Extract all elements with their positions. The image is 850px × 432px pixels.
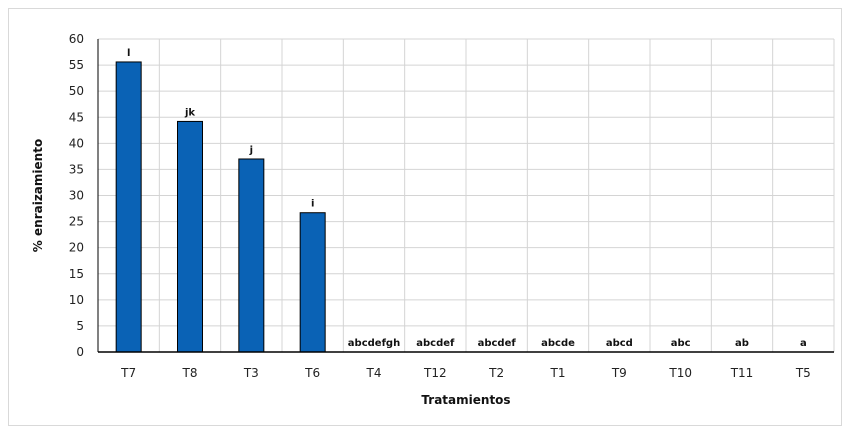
- x-tick-label: T9: [611, 366, 627, 380]
- gridlines: [97, 38, 835, 353]
- significance-label: j: [249, 145, 253, 156]
- significance-label: abcdef: [478, 338, 517, 349]
- significance-label: a: [800, 338, 807, 349]
- y-tick-label: 45: [69, 110, 84, 124]
- chart-frame: [8, 8, 842, 426]
- y-tick-label: 10: [69, 293, 84, 307]
- significance-label: abcd: [606, 338, 633, 349]
- y-tick-label: 50: [69, 84, 84, 98]
- significance-label: ab: [735, 338, 749, 349]
- x-tick-label: T4: [366, 366, 382, 380]
- y-tick-label: 30: [69, 189, 84, 203]
- significance-label: abcde: [541, 338, 575, 349]
- x-tick-label: T12: [423, 366, 447, 380]
- bar: [177, 120, 203, 353]
- x-tick-label: T10: [668, 366, 692, 380]
- x-tick-label: T8: [182, 366, 198, 380]
- x-tick-label: T1: [550, 366, 566, 380]
- y-tick-label: 40: [69, 136, 84, 150]
- x-tick-label: T6: [304, 366, 320, 380]
- y-tick-label: 0: [76, 345, 84, 359]
- y-tick-label: 25: [69, 215, 84, 229]
- x-tick-label: T2: [488, 366, 504, 380]
- bar: [115, 61, 142, 353]
- significance-label: l: [127, 48, 130, 59]
- bar: [238, 158, 265, 353]
- significance-label: abcdef: [416, 338, 455, 349]
- y-tick-labels: 0 5 10 15 20 25 30 35 40 45 50 55 60: [69, 32, 84, 359]
- significance-label: jk: [184, 107, 195, 118]
- bar: [299, 212, 326, 353]
- y-tick-label: 55: [69, 58, 84, 72]
- x-tick-labels: T7 T8 T3 T6 T4 T12 T2 T1 T9 T10 T11 T5: [120, 366, 811, 380]
- significance-label: abcdefgh: [348, 338, 400, 349]
- significance-label: i: [311, 199, 314, 210]
- y-tick-label: 60: [69, 32, 84, 46]
- x-tick-label: T11: [730, 366, 754, 380]
- y-tick-label: 35: [69, 162, 84, 176]
- x-axis-title: Tratamientos: [421, 393, 510, 407]
- x-tick-label: T5: [795, 366, 811, 380]
- significance-label: abc: [671, 338, 691, 349]
- y-tick-label: 20: [69, 241, 84, 255]
- x-tick-label: T7: [120, 366, 136, 380]
- y-axis-title: % enraizamiento: [31, 139, 45, 252]
- y-tick-label: 15: [69, 267, 84, 281]
- x-tick-label: T3: [243, 366, 259, 380]
- significance-labels: l jk j i abcdefgh abcdef abcdef abcde abcd abc ab a: [127, 48, 807, 349]
- y-tick-label: 5: [76, 319, 84, 333]
